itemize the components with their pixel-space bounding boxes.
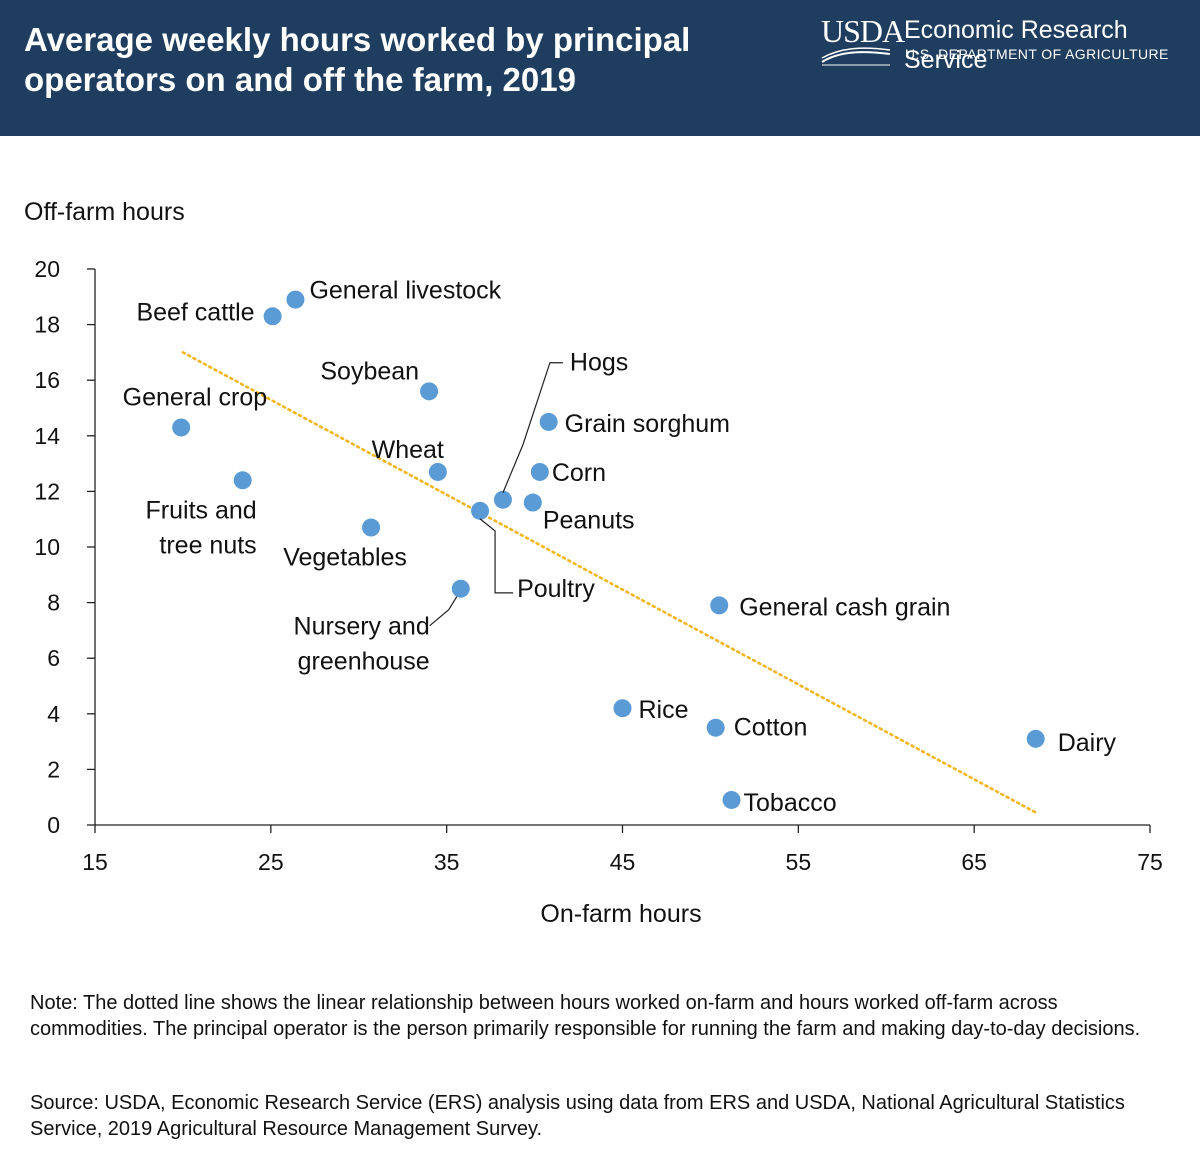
data-points xyxy=(172,290,1045,809)
data-label: Dairy xyxy=(1058,729,1117,757)
data-label: General crop xyxy=(123,383,268,411)
y-tick-label: 0 xyxy=(47,812,60,838)
x-tick-label: 45 xyxy=(610,849,636,875)
chart-title: Average weekly hours worked by principal… xyxy=(24,21,691,98)
agency-name: Economic Research Service xyxy=(904,16,1128,74)
x-tick-label: 15 xyxy=(82,849,108,875)
trend-line-path xyxy=(181,351,1038,814)
data-label: Soybean xyxy=(320,357,419,385)
data-label: Peanuts xyxy=(543,507,635,535)
data-label: Poultry xyxy=(517,575,595,603)
data-point xyxy=(172,418,191,437)
leader-line xyxy=(502,362,563,493)
data-label: Fruits and tree nuts xyxy=(146,496,257,559)
x-tick-label: 35 xyxy=(434,849,460,875)
usda-swoosh-icon xyxy=(821,47,891,66)
y-tick-label: 12 xyxy=(34,478,60,504)
data-label: General cash grain xyxy=(739,593,950,621)
data-label: Vegetables xyxy=(283,544,407,572)
data-labels: Beef cattle General livestock Soybean Gener… xyxy=(123,277,1117,817)
trend-line xyxy=(181,351,1038,814)
data-point xyxy=(233,471,252,490)
y-axis-label: Off-farm hours xyxy=(24,198,185,226)
data-point xyxy=(493,490,512,509)
data-label: Beef cattle xyxy=(136,298,254,326)
usda-logo: USDA xyxy=(821,13,905,49)
y-tick-label: 16 xyxy=(34,367,60,393)
department-name: U.S. DEPARTMENT OF AGRICULTURE xyxy=(905,46,1169,62)
scatter-chart: Off-farm hours On-farm hours 0 2 4 6 8 10 12 14… xyxy=(24,198,1163,928)
data-point xyxy=(263,307,282,326)
y-tick-label: 20 xyxy=(34,256,60,282)
y-tick-label: 18 xyxy=(34,312,60,338)
y-tick-label: 4 xyxy=(47,701,60,727)
y-tick-label: 14 xyxy=(34,423,60,449)
data-label: General livestock xyxy=(309,277,501,305)
data-point xyxy=(428,462,447,481)
data-point xyxy=(523,493,542,512)
axes: 0 2 4 6 8 10 12 14 16 18 20 15 25 35 45 55 65 75 xyxy=(34,256,1162,875)
data-label: Hogs xyxy=(570,349,628,377)
data-label: Corn xyxy=(552,459,606,487)
x-tick-label: 55 xyxy=(786,849,812,875)
data-label: Wheat xyxy=(372,436,444,464)
data-label: Cotton xyxy=(734,714,808,742)
data-point xyxy=(471,501,490,520)
data-point xyxy=(539,412,558,431)
chart-source: Source: USDA, Economic Research Service … xyxy=(30,1092,1125,1140)
leader-line xyxy=(479,518,514,594)
data-point xyxy=(613,699,632,718)
data-point xyxy=(710,596,729,615)
x-tick-label: 25 xyxy=(258,849,284,875)
data-point xyxy=(362,518,381,537)
x-axis-label: On-farm hours xyxy=(540,900,701,928)
data-point xyxy=(286,290,305,309)
data-point xyxy=(451,579,470,598)
y-tick-label: 10 xyxy=(34,534,60,560)
data-point xyxy=(722,790,741,809)
y-tick-label: 2 xyxy=(47,756,60,782)
data-point xyxy=(1026,729,1045,748)
data-label: Grain sorghum xyxy=(565,410,730,438)
data-label: Nursery and greenhouse xyxy=(294,613,430,676)
chart-note: Note: The dotted line shows the linear r… xyxy=(30,992,1141,1040)
data-point xyxy=(706,718,725,737)
data-label: Tobacco xyxy=(744,789,837,817)
data-point xyxy=(420,382,439,401)
header-banner: Average weekly hours worked by principal… xyxy=(0,0,1200,136)
data-label: Rice xyxy=(639,696,689,724)
x-tick-label: 75 xyxy=(1137,849,1163,875)
y-tick-label: 8 xyxy=(47,590,60,616)
y-tick-label: 6 xyxy=(47,645,60,671)
leader-line xyxy=(429,596,458,627)
x-tick-label: 65 xyxy=(961,849,987,875)
data-point xyxy=(530,462,549,481)
